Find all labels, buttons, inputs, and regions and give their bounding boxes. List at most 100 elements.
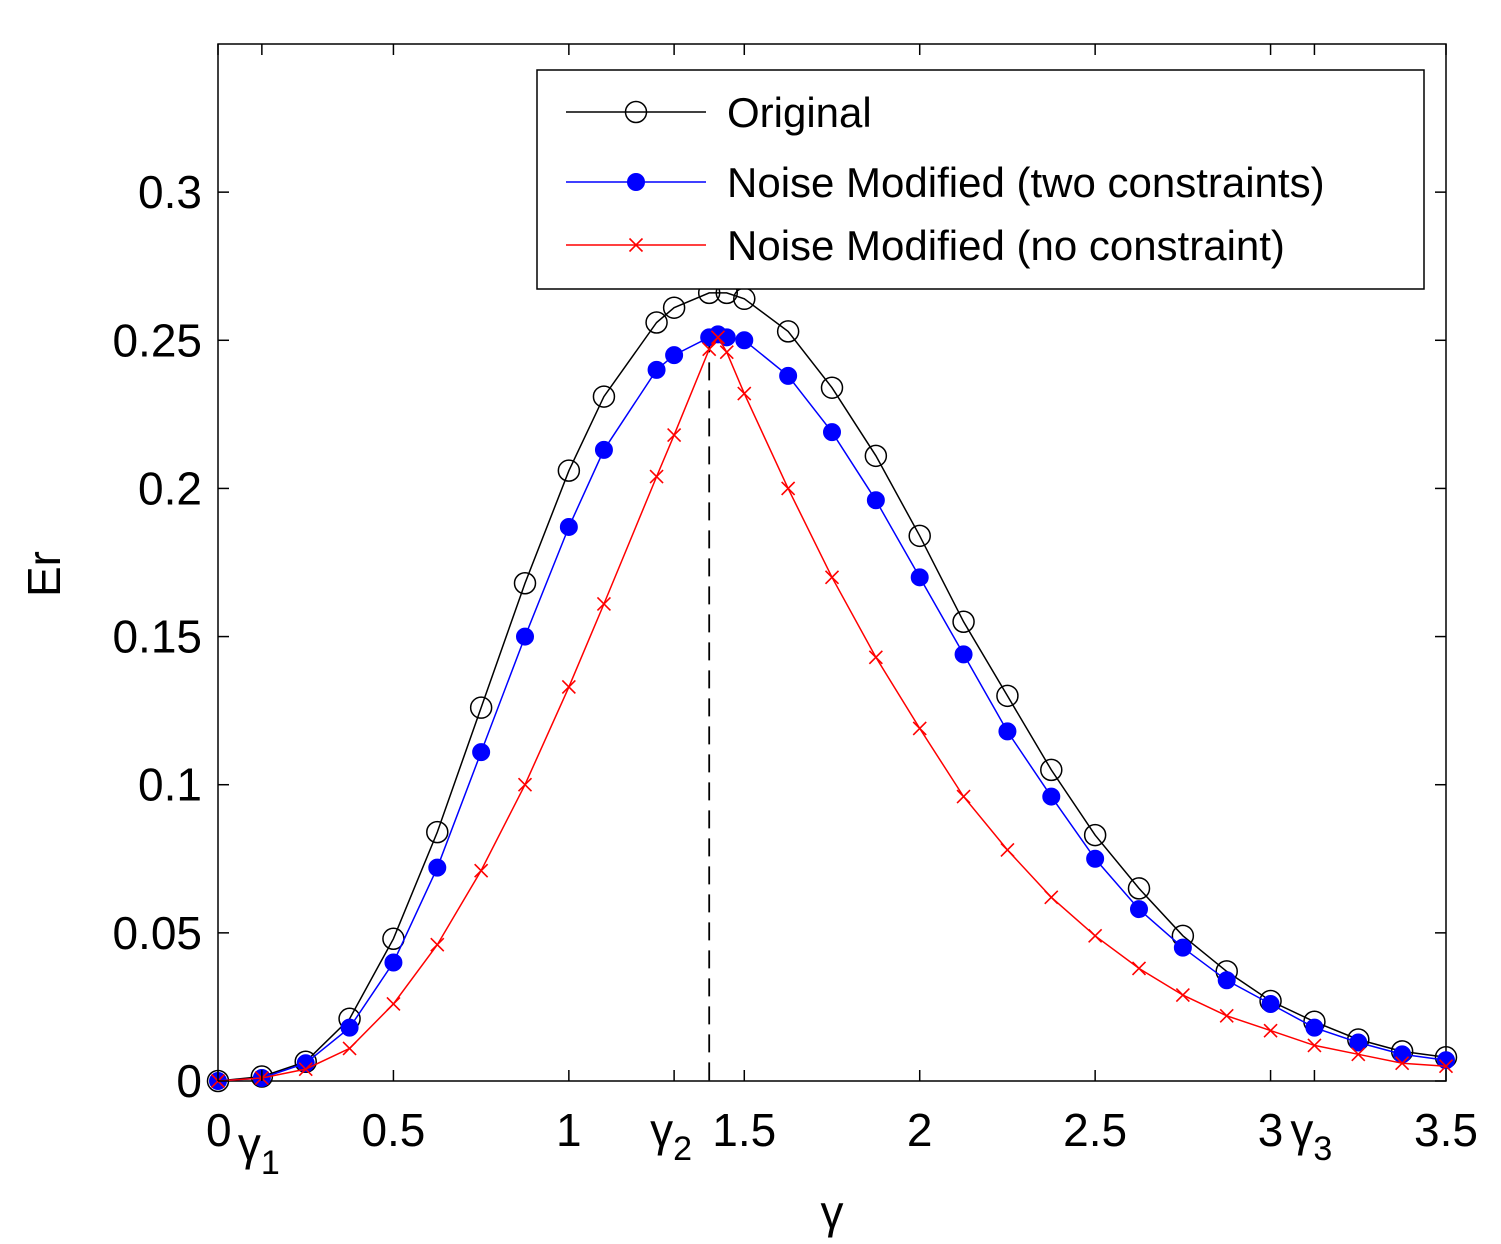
data-point (820, 376, 844, 399)
data-point (386, 996, 401, 1012)
data-point (517, 777, 533, 792)
x-tick-label: 1 (556, 1104, 582, 1156)
data-point (702, 342, 717, 357)
gamma-symbol: γ (1290, 1104, 1313, 1156)
gamma-subscript: 3 (1313, 1130, 1332, 1168)
data-point (1393, 1045, 1412, 1064)
data-point (645, 311, 668, 334)
data-point-stroke (824, 570, 840, 585)
data-point-stroke (1263, 1023, 1278, 1038)
legend: Original Noise Modified (two constraints)… (536, 69, 1425, 290)
data-point-stroke (1044, 890, 1059, 905)
data-point (1130, 900, 1148, 919)
data-point (1307, 1038, 1322, 1053)
gamma-subscript: 1 (261, 1144, 280, 1182)
y-tick-label: 0.3 (138, 166, 202, 218)
y-tick-label: 0 (176, 1055, 202, 1107)
data-point (824, 570, 840, 585)
series-3 (210, 330, 1454, 1089)
data-point (516, 627, 534, 646)
data-point-stroke (781, 481, 796, 496)
data-point (1261, 994, 1280, 1013)
x-tick-label: 1.5 (712, 1104, 776, 1156)
data-point (340, 1018, 359, 1037)
data-point (557, 459, 581, 482)
data-point-stroke (386, 996, 401, 1012)
data-point (667, 428, 682, 443)
data-point-stroke (298, 1062, 313, 1077)
data-point-stroke (1395, 1056, 1410, 1071)
x-tick-label: 2.5 (1063, 1104, 1127, 1156)
data-point-stroke (342, 1041, 357, 1056)
data-point (910, 568, 929, 587)
data-point (342, 1041, 357, 1056)
data-point (469, 696, 493, 719)
data-point (735, 331, 754, 350)
data-point-stroke (868, 650, 883, 665)
data-point (1173, 938, 1192, 957)
y-tick-label: 0.15 (112, 611, 202, 663)
data-point-stroke (737, 386, 752, 401)
y-tick-label: 0.2 (138, 462, 202, 514)
data-point (628, 237, 644, 253)
gamma-subscript: 2 (673, 1130, 692, 1168)
legend-entry-1: Original (566, 89, 872, 136)
data-point (1305, 1018, 1324, 1037)
data-point-stroke (667, 428, 682, 443)
data-point (592, 385, 616, 408)
data-point (1349, 1033, 1368, 1052)
data-point (1086, 849, 1105, 868)
legend-entry-3: Noise Modified (no constraint) (566, 222, 1285, 269)
data-point (719, 345, 734, 360)
data-point (1175, 988, 1190, 1003)
data-point (776, 320, 800, 343)
data-point (627, 173, 645, 191)
series-2 (209, 325, 1455, 1090)
x-tick-label: 0 (206, 1104, 232, 1156)
data-point-stroke (517, 777, 533, 792)
data-point-stroke (561, 679, 576, 695)
x-axis-label: γ (821, 1186, 844, 1238)
data-point-stroke (596, 596, 612, 612)
data-point (952, 610, 975, 634)
series-line (217, 335, 1447, 1082)
data-point (426, 820, 449, 844)
series-layer (206, 281, 1458, 1093)
data-point (596, 596, 612, 612)
data-point (298, 1062, 313, 1077)
x-tick-label: 3.5 (1414, 1104, 1478, 1156)
data-point (1042, 787, 1061, 806)
y-tick-label: 0.1 (138, 759, 202, 811)
data-point (1395, 1056, 1410, 1071)
data-point-stroke (1219, 1008, 1234, 1023)
x-tick-label: 0.5 (361, 1104, 425, 1156)
gamma-symbol: γ (650, 1104, 673, 1156)
data-point (1437, 1051, 1455, 1070)
data-point-stroke (430, 937, 445, 952)
data-point (1438, 1059, 1454, 1074)
data-point (624, 100, 648, 124)
data-point-stroke (719, 345, 734, 360)
x-tick-label: 3 (1258, 1104, 1284, 1156)
data-point (781, 481, 796, 496)
data-point-stroke (474, 863, 489, 878)
data-point-stroke (1438, 1059, 1454, 1074)
data-point (647, 360, 666, 379)
legend-box (536, 69, 1425, 290)
y-tick-label: 0.25 (112, 314, 202, 366)
data-point-stroke (1175, 988, 1190, 1003)
data-point (998, 722, 1017, 741)
data-point-stroke (1131, 961, 1147, 976)
legend-label: Noise Modified (no constraint) (727, 222, 1285, 269)
data-point (594, 440, 613, 459)
x-tick-label: 2 (907, 1104, 933, 1156)
data-point (561, 679, 576, 695)
legend-label: Noise Modified (two constraints) (727, 159, 1325, 206)
data-point (710, 330, 726, 345)
data-point-stroke (956, 789, 971, 804)
data-point-stroke (1351, 1047, 1366, 1062)
data-point (996, 684, 1019, 708)
data-point-stroke (1088, 928, 1103, 943)
